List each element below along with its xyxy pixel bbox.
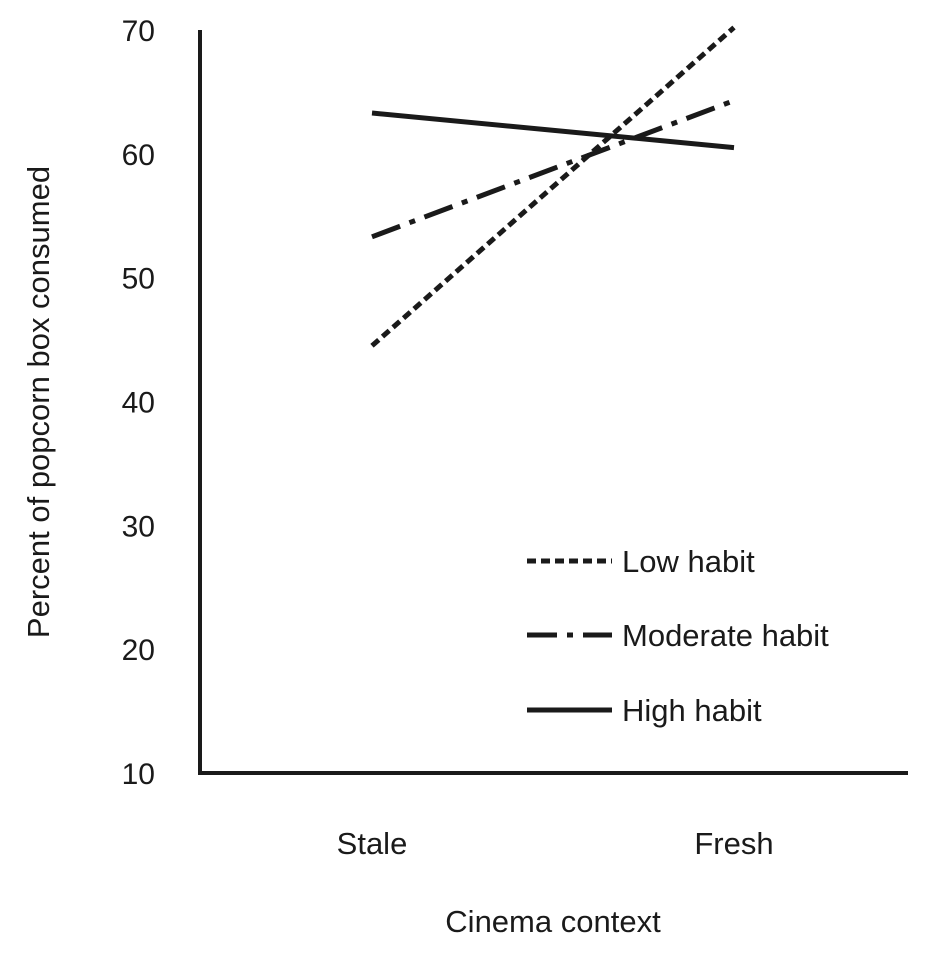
y-tick-label: 40 [122,387,155,420]
x-category-label: Stale [337,826,408,861]
x-category-label: Fresh [694,826,773,861]
series-lines [370,25,736,348]
legend-label: Moderate habit [622,618,829,653]
series-line-low-habit [370,25,736,348]
series-line-moderate-habit [371,98,735,240]
x-axis-categories: Stale Fresh [337,826,774,861]
series-line-high-habit [371,110,735,151]
legend: Low habit Moderate habit High habit [527,544,829,728]
y-tick-label: 10 [122,758,155,791]
y-tick-label: 70 [122,15,155,48]
y-tick-label: 50 [122,263,155,296]
legend-label: High habit [622,693,762,728]
y-axis-title: Percent of popcorn box consumed [21,166,56,638]
y-tick-label: 60 [122,139,155,172]
y-axis-ticks: 10 20 30 40 50 60 70 [122,15,155,791]
legend-label: Low habit [622,544,755,579]
y-tick-label: 30 [122,510,155,543]
x-axis-title: Cinema context [445,904,661,939]
y-tick-label: 20 [122,634,155,667]
